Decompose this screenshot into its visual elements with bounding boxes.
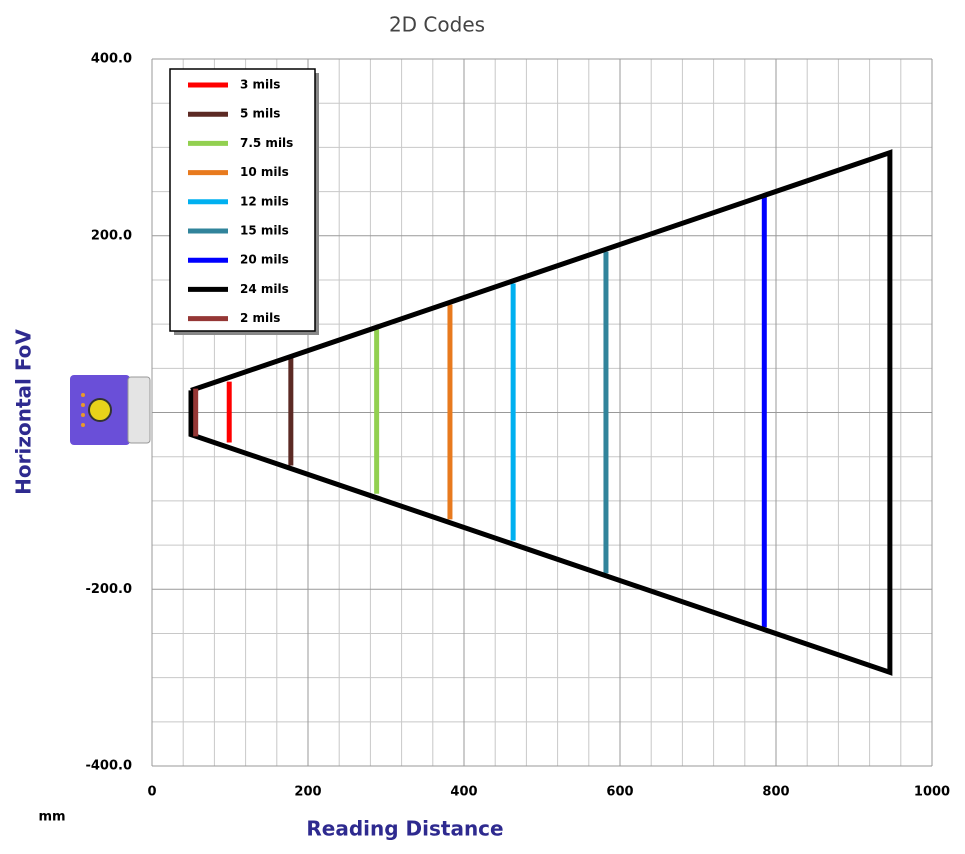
led — [81, 413, 85, 417]
led — [81, 423, 85, 427]
scanner-icon — [70, 375, 151, 445]
legend-label: 3 mils — [240, 78, 280, 92]
x-tick-label: 0 — [147, 785, 156, 800]
x-tick-label: 400 — [450, 785, 477, 800]
scanner-button — [88, 398, 112, 422]
led — [81, 403, 85, 407]
legend-label: 15 mils — [240, 224, 289, 238]
legend-label: 2 mils — [240, 311, 280, 325]
y-tick-label: 400.0 — [91, 52, 132, 67]
led — [81, 393, 85, 397]
legend-label: 7.5 mils — [240, 136, 293, 150]
legend-label: 12 mils — [240, 194, 289, 208]
x-tick-label: 800 — [762, 785, 789, 800]
legend-label: 5 mils — [240, 107, 280, 121]
scanner-window — [127, 376, 151, 444]
y-tick-label: 200.0 — [91, 228, 132, 243]
y-axis-label: Horizontal FoV — [12, 329, 36, 495]
series-line — [188, 149, 893, 676]
legend-label: 10 mils — [240, 165, 289, 179]
legend-label: 24 mils — [240, 282, 289, 296]
x-axis-label: Reading Distance — [306, 817, 503, 841]
legend-label: 20 mils — [240, 253, 289, 267]
x-tick-label: 200 — [294, 785, 321, 800]
x-tick-label: 600 — [606, 785, 633, 800]
y-tick-label: -200.0 — [85, 582, 132, 597]
unit-note: mm — [38, 810, 65, 825]
y-tick-label: -400.0 — [85, 759, 132, 774]
chart-title: 2D Codes — [389, 13, 485, 37]
x-tick-label: 1000 — [914, 785, 950, 800]
